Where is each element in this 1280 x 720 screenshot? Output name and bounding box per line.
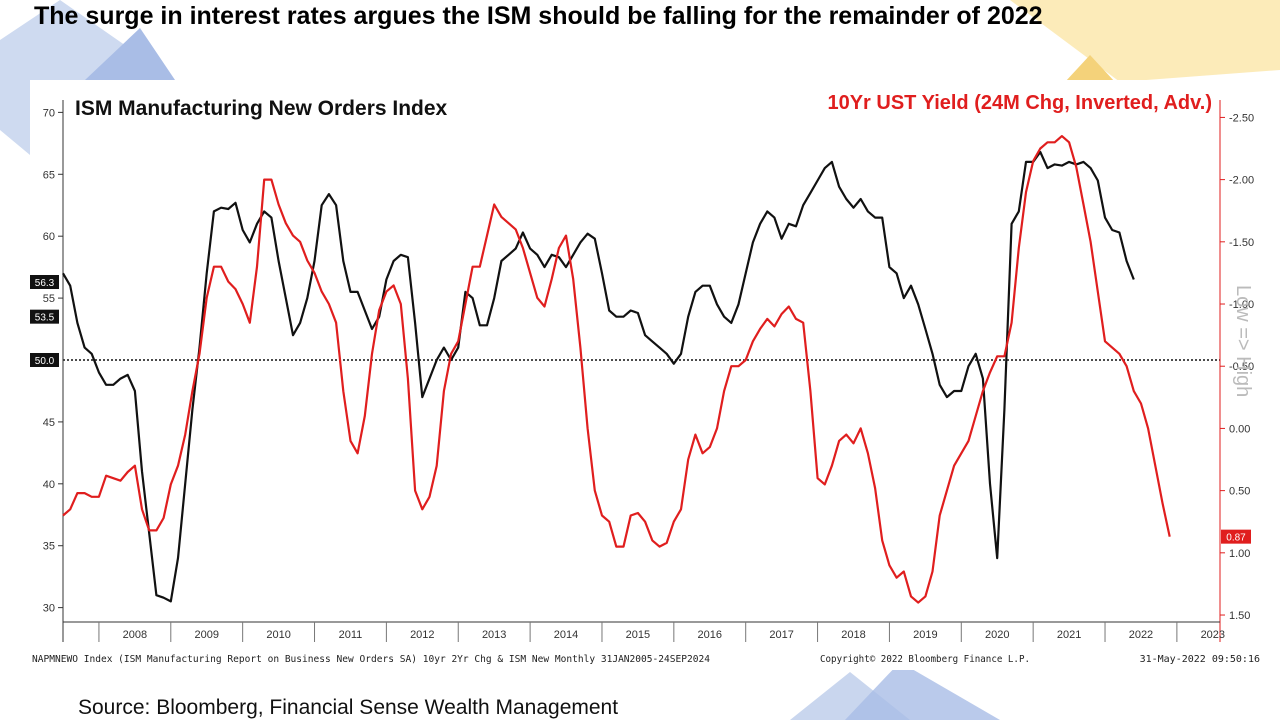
- right-axis-note: Low => High: [1232, 285, 1254, 397]
- left-value-tag: [30, 275, 59, 289]
- source-note: Source: Bloomberg, Financial Sense Wealt…: [78, 696, 619, 719]
- left-value-tag-label: 53.5: [35, 313, 55, 324]
- left-tick-label: 45: [43, 417, 55, 429]
- x-tick-label: 2016: [698, 629, 722, 641]
- ism-series-line: [62, 150, 1135, 603]
- x-tick-label: 2012: [410, 629, 434, 641]
- x-tick-label: 2019: [913, 629, 937, 641]
- x-tick-label: 2020: [985, 629, 1009, 641]
- footer-center: Copyright© 2022 Bloomberg Finance L.P.: [820, 654, 1030, 665]
- chart-title-right: 10Yr UST Yield (24M Chg, Inverted, Adv.): [827, 92, 1212, 114]
- right-tick-label: 1.50: [1229, 610, 1250, 622]
- right-tick-label: -1.00: [1229, 299, 1254, 311]
- x-tick-label: 2017: [769, 629, 793, 641]
- left-tick-label: 60: [43, 231, 55, 243]
- last-value-tags: 56.3 53.5 50.0 0.87: [30, 275, 1251, 544]
- x-tick-label: 2011: [339, 629, 363, 641]
- left-value-tag-label: 56.3: [35, 278, 55, 289]
- x-tick-label: 2013: [482, 629, 506, 641]
- left-tick-label: 70: [43, 107, 55, 119]
- right-tick-label: 1.00: [1229, 548, 1250, 560]
- right-value-tag-label: 0.87: [1226, 533, 1246, 544]
- left-tick-label: 40: [43, 479, 55, 491]
- right-tick-label: 0.50: [1229, 486, 1250, 498]
- x-tick-label: 2023: [1201, 629, 1225, 641]
- right-tick-label: -0.50: [1229, 361, 1254, 373]
- slide-title: The surge in interest rates argues the I…: [34, 2, 1043, 30]
- left-tick-label: 55: [43, 293, 55, 305]
- right-tick-label: -1.50: [1229, 237, 1254, 249]
- left-value-tag: [30, 353, 59, 367]
- chart-background: [30, 80, 1275, 670]
- x-tick-label: 2021: [1057, 629, 1081, 641]
- left-tick-label: 65: [43, 169, 55, 181]
- right-tick-label: 0.00: [1229, 423, 1250, 435]
- x-tick-label: 2009: [194, 629, 218, 641]
- x-tick-label: 2014: [554, 629, 578, 641]
- left-value-tag-label: 50.0: [35, 356, 55, 367]
- left-value-tag: [30, 309, 59, 324]
- footer-right: 31-May-2022 09:50:16: [1140, 654, 1260, 665]
- yield-series-line: [62, 135, 1171, 604]
- left-tick-label: 30: [43, 603, 55, 615]
- x-tick-label: 2008: [123, 629, 147, 641]
- chart: 70 65 60 55 45 40 35 30 -2.50 -2.00 -1.50 -1.00 -0.5…: [30, 80, 1275, 670]
- right-tick-label: -2.50: [1229, 112, 1254, 124]
- right-value-tag: [1221, 529, 1251, 544]
- chart-title-left: ISM Manufacturing New Orders Index: [75, 97, 448, 120]
- x-tick-label: 2015: [626, 629, 650, 641]
- x-tick-label: 2018: [841, 629, 865, 641]
- x-tick-label: 2010: [266, 629, 290, 641]
- axes: 70 65 60 55 45 40 35 30 -2.50 -2.00 -1.50 -1.00 -0.5…: [43, 100, 1254, 642]
- left-tick-label: 35: [43, 541, 55, 553]
- x-tick-label: 2022: [1129, 629, 1153, 641]
- footer-left: NAPMNEWO Index (ISM Manufacturing Report…: [32, 654, 710, 665]
- series-lines: [62, 135, 1171, 604]
- right-tick-label: -2.00: [1229, 175, 1254, 187]
